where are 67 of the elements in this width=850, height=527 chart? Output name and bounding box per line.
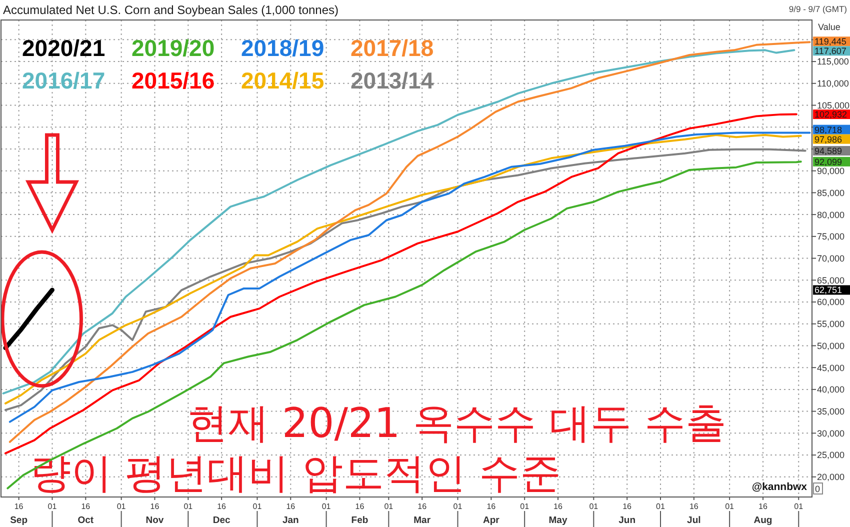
- y2-tick-label: 117,607: [814, 46, 846, 56]
- text: 2013/14: [350, 68, 434, 94]
- text: 2019/20: [132, 35, 215, 61]
- x-tick-label: 16 Oct: [78, 502, 94, 526]
- x-tick-label: 01: [589, 502, 599, 511]
- x-tick-label: 16 May: [548, 502, 568, 526]
- y2-tick-label: 94,589: [814, 146, 842, 156]
- y-tick-label: 20,000: [817, 472, 845, 482]
- y-tick-label: 105,000: [817, 100, 850, 110]
- x-tick-label: 16 Dec: [212, 502, 230, 526]
- y-tick-label: 35,000: [817, 406, 845, 417]
- y-tick-label: 70,000: [817, 253, 845, 264]
- y-tick-label: 40,000: [817, 384, 845, 395]
- y2-tick-label: 119,445: [814, 36, 846, 47]
- x-tick-label: 01: [520, 502, 530, 511]
- x-tick-label: 01: [322, 502, 332, 511]
- y-tick-label: 55,000: [817, 319, 845, 330]
- y2-axis-title: Value: [818, 22, 840, 32]
- text: 0: [815, 484, 820, 494]
- x-tick-label: 16 Mar: [414, 502, 431, 526]
- x-tick-label: 01: [116, 502, 126, 511]
- y-tick-label: 75,000: [817, 232, 845, 242]
- y2-tick-label: 62,751: [814, 285, 842, 296]
- text: 9/9 - 9/7 (GMT): [788, 4, 848, 14]
- y-tick-label: 30,000: [817, 428, 845, 438]
- y-tick-label: 90,000: [817, 166, 845, 176]
- line-series: [4, 113, 798, 454]
- text: 2015/16: [132, 68, 215, 94]
- annotation: 현재 20/21 옥수수 대두 수출 량이 평년대비 압도적인 수준: [30, 399, 726, 497]
- text: 2014/15: [241, 68, 324, 94]
- x-tick-label: 16 Nov: [146, 502, 164, 526]
- x-tick-label: 16 Jul: [687, 502, 701, 526]
- x-tick-label: 01: [725, 502, 735, 511]
- text: 2018/19: [241, 35, 324, 61]
- x-tick-label: 16 Jan: [282, 502, 300, 526]
- y2-tick-label: 97,986: [814, 134, 842, 144]
- x-tick-label: 01: [48, 502, 58, 511]
- text: 2020/21: [22, 35, 106, 61]
- y-tick-label: 85,000: [817, 188, 845, 198]
- y2-tick-label: 102,932: [814, 110, 848, 120]
- annotation: @kannbwx: [752, 481, 808, 493]
- y-tick-label: 60,000: [817, 297, 845, 308]
- x-tick-label: 01: [453, 502, 463, 511]
- line-series: [3, 288, 54, 350]
- y2-tick-label: 92,099: [814, 156, 842, 167]
- x-tick-label: 16 Apr: [482, 502, 500, 526]
- y-tick-label: 65,000: [817, 275, 845, 286]
- x-tick-label: 16 Jun: [618, 502, 636, 526]
- x-tick-label: 16 Sep: [10, 502, 28, 526]
- y-tick-label: 80,000: [817, 210, 845, 220]
- y-tick-label: 25,000: [817, 450, 845, 460]
- x-tick-label: 01: [656, 502, 666, 511]
- chart-title: Accumulated Net U.S. Corn and Soybean Sales (1,000 tonnes): [3, 3, 339, 17]
- x-tick-label: 16 Feb: [351, 502, 368, 526]
- y2-tick-label: 98,718: [814, 124, 842, 135]
- x-tick-label: 01: [252, 502, 262, 511]
- x-tick-label: 01: [184, 502, 194, 511]
- x-tick-label: 01: [794, 502, 804, 511]
- y-tick-label: 50,000: [817, 340, 845, 351]
- x-tick-label: 01: [384, 502, 394, 511]
- x-tick-label: 16 Aug: [754, 502, 772, 526]
- text: 2017/18: [350, 35, 434, 61]
- y-tick-label: 110,000: [817, 78, 849, 89]
- y-tick-label: 115,000: [817, 56, 849, 67]
- y-tick-label: 45,000: [817, 362, 845, 373]
- text: 2016/17: [22, 68, 106, 94]
- line-series: [8, 41, 811, 443]
